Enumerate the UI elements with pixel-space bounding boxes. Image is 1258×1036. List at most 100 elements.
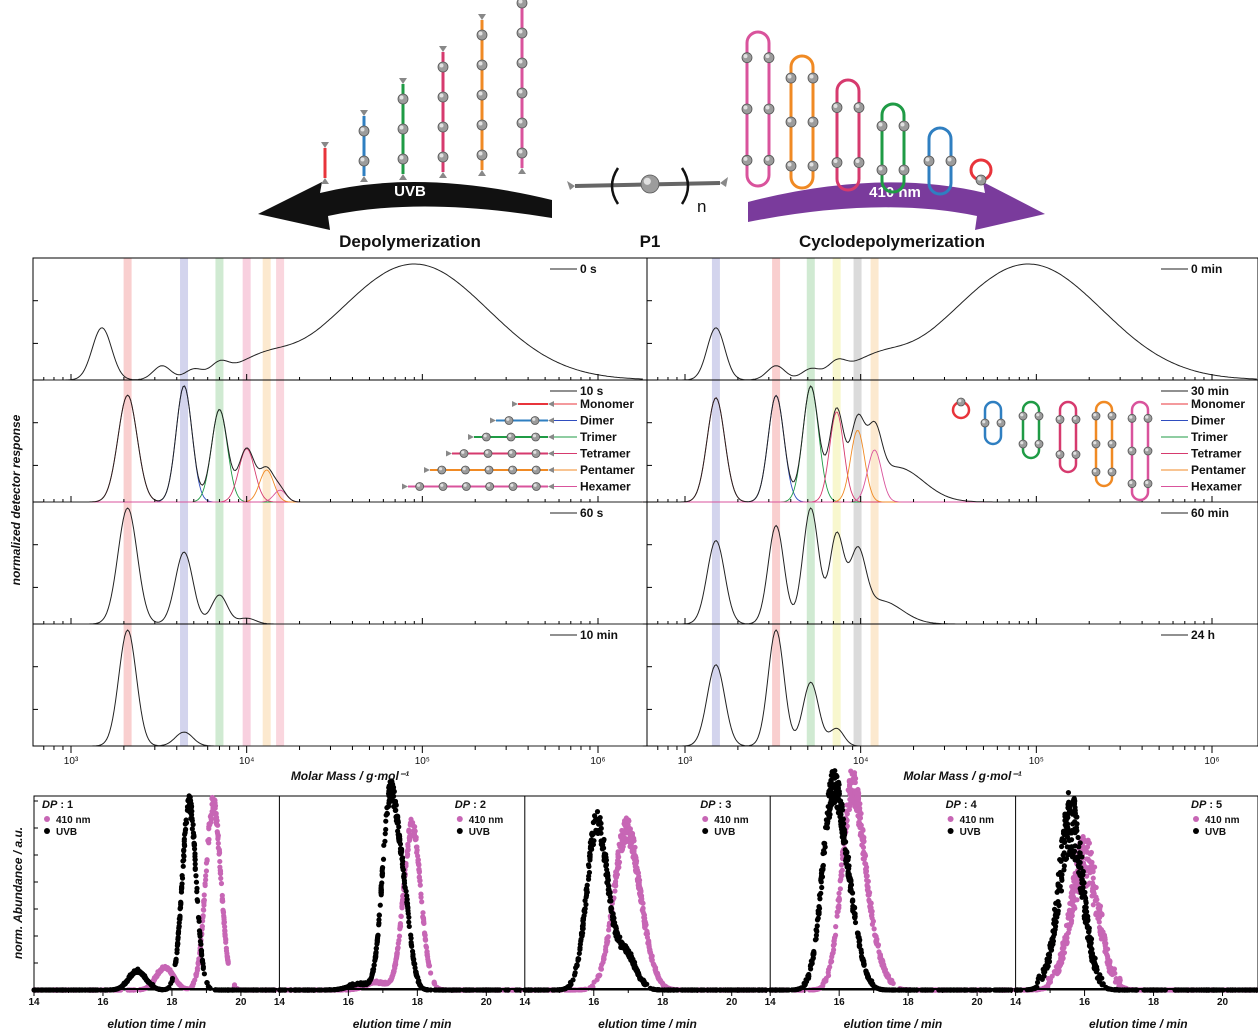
- point-410nm: [838, 869, 844, 875]
- point-410nm: [410, 832, 417, 838]
- point-uvb: [367, 977, 374, 983]
- linear-oligomer-4: [437, 46, 449, 178]
- point-uvb: [838, 815, 844, 821]
- point-410nm: [860, 844, 867, 850]
- bead-highlight: [518, 89, 523, 94]
- p1-label: P1: [640, 232, 661, 251]
- x-tick-label: 14: [28, 997, 40, 1008]
- point-410nm: [1084, 839, 1090, 845]
- bead-highlight: [743, 156, 748, 161]
- point-uvb: [394, 820, 400, 826]
- point-410nm: [632, 860, 638, 866]
- bead: [853, 157, 865, 168]
- bead: [956, 397, 966, 407]
- p1-end-right: [720, 177, 728, 187]
- bead: [461, 482, 471, 491]
- bead: [476, 89, 488, 101]
- rod-end: [424, 467, 430, 473]
- point-uvb: [177, 906, 183, 912]
- point-uvb: [622, 943, 629, 949]
- point-410nm: [831, 937, 837, 944]
- point-uvb: [386, 783, 392, 789]
- bead-highlight: [925, 157, 930, 162]
- point-uvb: [579, 933, 585, 939]
- sec-trace: [43, 263, 643, 381]
- bead-highlight: [855, 159, 860, 163]
- point-410nm: [1062, 936, 1068, 942]
- point-410nm: [857, 824, 863, 831]
- bead-highlight: [998, 420, 1002, 424]
- point-410nm: [415, 861, 422, 868]
- bead-highlight: [1109, 469, 1113, 473]
- bead: [508, 465, 517, 475]
- point-uvb: [379, 870, 386, 876]
- point-410nm: [203, 877, 209, 883]
- point-uvb: [180, 863, 186, 869]
- point-410nm: [644, 931, 650, 937]
- point-410nm: [418, 894, 424, 900]
- bead: [531, 465, 541, 475]
- point-410nm: [201, 902, 207, 908]
- legend-label: Hexamer: [580, 480, 631, 494]
- point-410nm: [652, 967, 659, 973]
- point-uvb: [836, 781, 842, 788]
- rod-end: [321, 142, 329, 148]
- point-uvb: [199, 958, 205, 964]
- x-tick-label: 16: [97, 997, 109, 1008]
- point-uvb: [826, 812, 832, 818]
- point-uvb: [828, 781, 834, 787]
- bead-highlight: [809, 162, 814, 167]
- point-uvb: [601, 853, 607, 859]
- x-tick-label: 20: [972, 997, 984, 1008]
- rod-end: [439, 172, 447, 178]
- point-uvb: [856, 936, 862, 942]
- point-410nm: [601, 956, 607, 962]
- point-410nm: [210, 805, 216, 811]
- point-uvb: [594, 809, 601, 815]
- bead-highlight: [478, 61, 483, 66]
- bead-highlight: [809, 74, 814, 79]
- sec-traces: 0 s10 s60 s10 minMonomerDimerTrimerTetra…: [9, 257, 1258, 783]
- point-410nm: [604, 940, 610, 946]
- point-410nm: [388, 977, 394, 983]
- bead: [437, 121, 449, 133]
- bead-highlight: [506, 417, 510, 421]
- point-410nm: [882, 966, 888, 973]
- legend-label: Monomer: [580, 397, 634, 411]
- dp-label: DP : 3: [700, 799, 731, 811]
- bead: [640, 174, 660, 194]
- bead: [437, 151, 449, 163]
- point-uvb: [195, 914, 202, 921]
- point-uvb: [603, 863, 609, 869]
- rod-end: [548, 417, 554, 424]
- point-uvb: [844, 849, 850, 856]
- point-410nm: [396, 933, 403, 939]
- bead: [980, 418, 990, 428]
- bead: [1127, 413, 1137, 423]
- x-axis-label: elution time / min: [107, 1017, 206, 1031]
- point-uvb: [179, 875, 186, 881]
- x-tick-label: 16: [834, 997, 846, 1008]
- legend-label: 410 nm: [960, 815, 995, 826]
- x-axis-label: elution time / min: [844, 1017, 943, 1031]
- bead-highlight: [486, 483, 491, 487]
- bead: [763, 103, 775, 115]
- point-uvb: [848, 882, 855, 888]
- point-uvb: [844, 857, 850, 863]
- bead-highlight: [743, 105, 748, 110]
- point-410nm: [635, 870, 642, 876]
- bead: [516, 57, 528, 69]
- point-uvb: [610, 921, 616, 927]
- legend-label: Pentamer: [1191, 463, 1246, 477]
- point-uvb: [845, 871, 851, 877]
- point-410nm: [154, 973, 160, 980]
- point-410nm: [851, 775, 857, 781]
- rod-end: [446, 450, 452, 457]
- bead-highlight: [765, 54, 770, 59]
- point-uvb: [395, 831, 401, 838]
- bead-highlight: [510, 483, 514, 487]
- point-410nm: [857, 815, 864, 821]
- point-410nm: [863, 873, 869, 879]
- point-uvb: [373, 945, 379, 951]
